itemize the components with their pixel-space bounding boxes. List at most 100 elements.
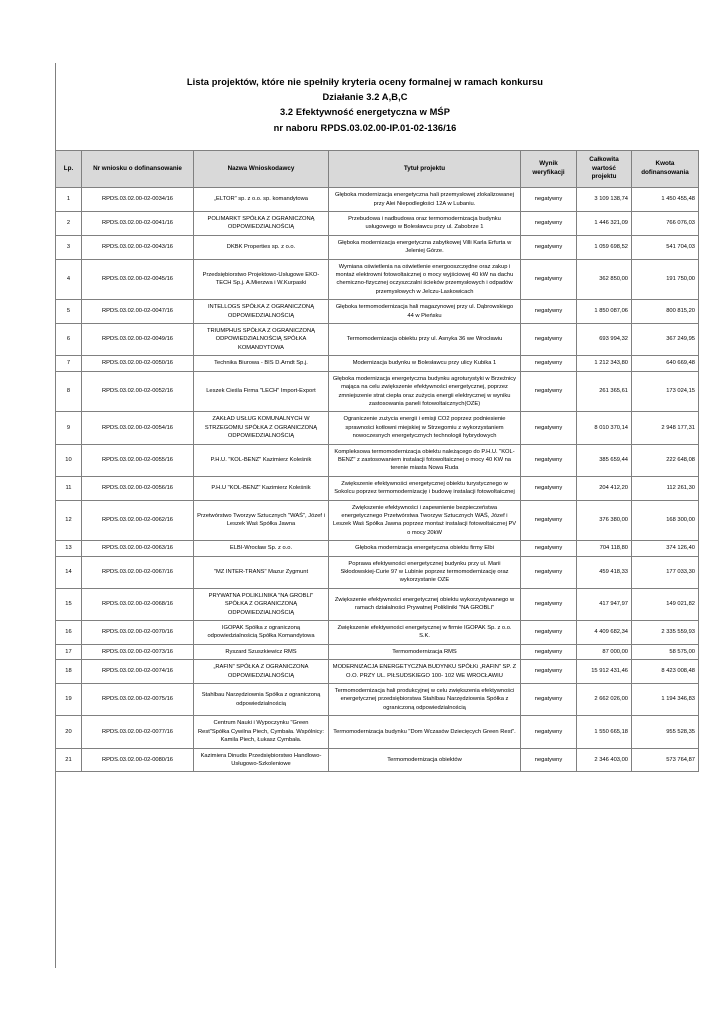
table-row: 12 RPDS.03.02.00-02-0062/16 Przetwórstwo T… [55,499,699,542]
cell-nr: RPDS.03.02.00-02-0041/16 [81,211,194,236]
title-line-4: nr naboru RPDS.03.02.00-IP.01-02-136/16 [273,122,457,133]
cell-grant: 367 249,95 [631,323,699,357]
cell-total: 376 380,00 [576,499,632,542]
cell-nr: RPDS.03.02.00-02-0068/16 [81,587,194,622]
cell-lp: 2 [55,211,82,236]
cell-wynik: negatywny [520,715,577,749]
cell-title: Zwiększenie efektywności energetycznej o… [328,587,521,622]
cell-nr: RPDS.03.02.00-02-0050/16 [81,355,194,372]
cell-total: 385 659,44 [576,443,632,477]
cell-grant: 573 764,87 [631,747,699,773]
table-row: 21 RPDS.03.02.00-02-0080/16 Kazimiera Dinu… [55,747,699,773]
cell-wynik: negatywny [520,370,577,413]
column-header-name: Nazwa Wnioskodawcy [193,149,329,189]
cell-grant: 1 450 455,48 [631,187,699,213]
cell-title: Termomodernizacja RMS [328,643,521,661]
cell-title: Zwiększenie efektywności i zapewnienie b… [328,499,521,542]
cell-wynik: negatywny [520,747,577,773]
cell-title: Termomodernizacja hali produkcyjnej w ce… [328,683,521,717]
cell-name: Ryszard Szuszkiewicz RMS [193,643,329,661]
cell-nr: RPDS.03.02.00-02-0073/16 [81,643,194,661]
cell-name: Leszek Cieśla Firma "LECH" Import-Export [193,370,329,413]
cell-lp: 15 [55,587,82,622]
column-header-title: Tytuł projektu [328,149,521,189]
cell-grant: 766 076,03 [631,211,699,236]
cell-nr: RPDS.03.02.00-02-0045/16 [81,258,194,301]
cell-wynik: negatywny [520,443,577,477]
table-row: 1 RPDS.03.02.00-02-0034/16 „ELTOR" sp. z o… [55,187,699,213]
cell-lp: 5 [55,299,82,325]
cell-title: Termomodernizacja obiektów [328,747,521,773]
cell-total: 1 059 698,52 [576,234,632,260]
document-body: Lista projektów, które nie spełniły kryt… [55,63,699,773]
cell-wynik: negatywny [520,234,577,260]
title-line-2: Działanie 3.2 A,B,C [322,92,408,103]
table-row: 20 RPDS.03.02.00-02-0077/16 Centrum Nauki … [55,715,699,749]
cell-lp: 11 [55,475,82,501]
cell-wynik: negatywny [520,187,577,213]
cell-grant: 374 126,40 [631,540,699,557]
cell-grant: 177 033,30 [631,555,699,589]
table-row: 13 RPDS.03.02.00-02-0063/16 ELBI-Wrocław S… [55,540,699,557]
cell-name: P.H.U "KOL-BENZ" Kazimierz Koleśnik [193,475,329,501]
cell-name: Stahlbau Narzędziownia Spółka z ogranicz… [193,683,329,717]
cell-nr: RPDS.03.02.00-02-0049/16 [81,323,194,357]
cell-nr: RPDS.03.02.00-02-0054/16 [81,411,194,445]
cell-title: Ograniczenie zużycia energii i emisji CO… [328,411,521,445]
cell-total: 204 412,20 [576,475,632,501]
table-row: 16 RPDS.03.02.00-02-0070/16 IGOPAK Spółka … [55,620,699,645]
column-header-nr: Nr wniosku o dofinansowanie [81,149,194,189]
cell-nr: RPDS.03.02.00-02-0080/16 [81,747,194,773]
cell-name: Przetwórstwo Tworzyw Sztucznych "WAŚ", J… [193,499,329,542]
cell-total: 87 000,00 [576,643,632,661]
cell-nr: RPDS.03.02.00-02-0043/16 [81,234,194,260]
table-row: 7 RPDS.03.02.00-02-0050/16 Technika Biurow… [55,355,699,372]
cell-name: Technika Biurowa - BIS D.Arndt Sp.j. [193,355,329,372]
cell-title: Termomodernizacja obiektu przy ul. Asnyk… [328,323,521,357]
cell-name: IGOPAK Spółka z ograniczoną odpowiedzial… [193,620,329,645]
cell-total: 261 365,61 [576,370,632,413]
column-header-lp: Lp. [55,149,82,189]
cell-name: „ELTOR" sp. z o.o. sp. komandytowa [193,187,329,213]
cell-wynik: negatywny [520,540,577,557]
cell-nr: RPDS.03.02.00-02-0034/16 [81,187,194,213]
cell-lp: 3 [55,234,82,260]
cell-total: 1 550 665,18 [576,715,632,749]
column-header-total: Całkowita wartość projektu [576,149,632,189]
cell-wynik: negatywny [520,643,577,661]
cell-grant: 191 750,00 [631,258,699,301]
cell-nr: RPDS.03.02.00-02-0052/16 [81,370,194,413]
cell-wynik: negatywny [520,620,577,645]
cell-name: PRYWATNA POLIKLINIKA "NA GROBLI" SPÓŁKA … [193,587,329,622]
cell-wynik: negatywny [520,299,577,325]
cell-wynik: negatywny [520,258,577,301]
cell-name: ELBI-Wrocław Sp. z o.o. [193,540,329,557]
cell-title: MODERNIZACJA ENERGETYCZNA BUDYNKU SPÓŁKi… [328,659,521,685]
cell-name: INTELLOGS SPÓŁKA Z OGRANICZONĄ ODPOWIEDZ… [193,299,329,325]
cell-title: Wymiana oświetlenia na oświetlenie energ… [328,258,521,301]
table-row: 11 RPDS.03.02.00-02-0056/16 P.H.U "KOL-BEN… [55,475,699,501]
cell-lp: 21 [55,747,82,773]
table-row: 5 RPDS.03.02.00-02-0047/16 INTELLOGS SPÓŁK… [55,299,699,325]
table-row: 4 RPDS.03.02.00-02-0045/16 Przedsiębiorstw… [55,258,699,301]
cell-title: Głęboka modernizacja energetyczna obiekt… [328,540,521,557]
table-row: 14 RPDS.03.02.00-02-0067/16 "MZ INTER-TRAN… [55,555,699,589]
cell-nr: RPDS.03.02.00-02-0077/16 [81,715,194,749]
cell-grant: 955 528,35 [631,715,699,749]
cell-name: DKBK Properties sp. z o.o. [193,234,329,260]
cell-wynik: negatywny [520,587,577,622]
cell-lp: 7 [55,355,82,372]
cell-grant: 541 704,03 [631,234,699,260]
cell-lp: 19 [55,683,82,717]
cell-total: 15 912 431,46 [576,659,632,685]
cell-title: Kompleksowa termomodernizacja obiektu na… [328,443,521,477]
cell-grant: 112 261,30 [631,475,699,501]
cell-nr: RPDS.03.02.00-02-0074/16 [81,659,194,685]
table-row: 18 RPDS.03.02.00-02-0074/16 „RAFIN" SPÓŁKA… [55,659,699,685]
cell-title: Głęboka modernizacja energetyczna budynk… [328,370,521,413]
table-row: 9 RPDS.03.02.00-02-0054/16 ZAKŁAD USŁUG KO… [55,411,699,445]
cell-grant: 2 335 559,93 [631,620,699,645]
cell-nr: RPDS.03.02.00-02-0047/16 [81,299,194,325]
cell-name: ZAKŁAD USŁUG KOMUNALNYCH W STRZEGOMIU SP… [193,411,329,445]
